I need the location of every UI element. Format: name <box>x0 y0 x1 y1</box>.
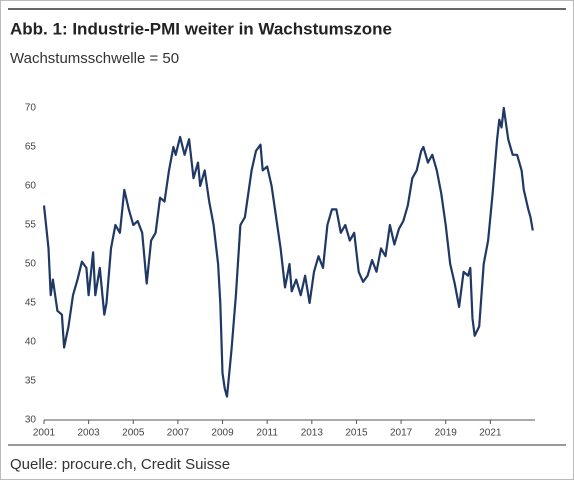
x-tick-label: 2001 <box>33 428 56 439</box>
x-tick-label: 2009 <box>211 428 234 439</box>
chart-subtitle: Wachstumsschwelle = 50 <box>10 50 179 67</box>
x-tick-label: 2005 <box>122 428 145 439</box>
y-tick-label: 30 <box>25 415 37 426</box>
x-tick-label: 2017 <box>390 428 413 439</box>
x-tick-label: 2007 <box>167 428 190 439</box>
x-tick-label: 2003 <box>78 428 101 439</box>
y-tick-label: 60 <box>25 181 37 192</box>
y-tick-label: 50 <box>25 259 37 270</box>
pmi-line <box>42 106 534 398</box>
x-tick-label: 2013 <box>301 428 324 439</box>
y-tick-label: 40 <box>25 337 37 348</box>
x-tick-label: 2021 <box>479 428 502 439</box>
y-tick-label: 70 <box>25 103 37 114</box>
chart-title: Abb. 1: Industrie-PMI weiter in Wachstum… <box>10 19 392 38</box>
x-tick-label: 2015 <box>345 428 368 439</box>
x-tick-label: 2011 <box>256 428 278 439</box>
x-tick-label: 2019 <box>435 428 458 439</box>
y-tick-label: 45 <box>25 298 37 309</box>
y-tick-label: 35 <box>25 376 37 387</box>
source: Quelle: procure.ch, Credit Suisse <box>10 456 230 473</box>
y-tick-label: 65 <box>25 142 37 153</box>
y-tick-label: 55 <box>25 220 37 231</box>
